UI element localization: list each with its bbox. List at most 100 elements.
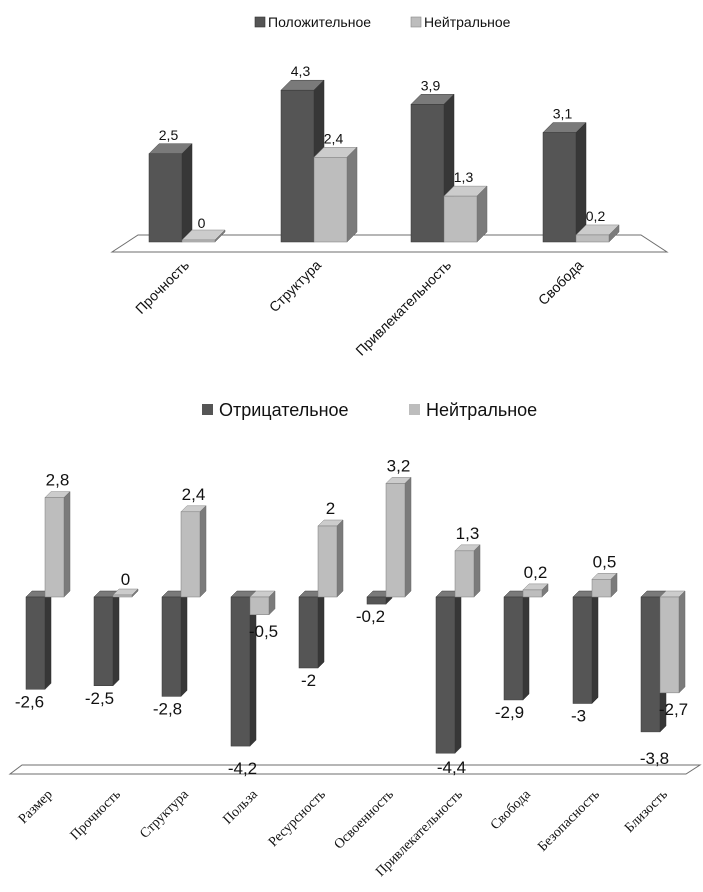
chart-2-data-label-0-7: -2,9 bbox=[495, 703, 524, 722]
chart-1-data-label-0-2: 3,9 bbox=[421, 77, 441, 93]
legend-label-neutral: Нейтральное bbox=[424, 14, 511, 30]
chart-1-bar-0-3-side bbox=[575, 121, 587, 243]
chart-2-bar-1-5-side bbox=[404, 476, 412, 598]
chart-1: Положительное Нейтральное 2,5 0 Прочность 4… bbox=[110, 14, 669, 359]
chart-1-marks: 2,5 0 Прочность 4,3 2,4 Структура 3,9 1,3 Привле… bbox=[132, 63, 620, 359]
chart-2-bar-0-2-side bbox=[180, 590, 188, 698]
chart-2-data-label-0-4: -2 bbox=[301, 671, 316, 690]
chart-2-bar-1-4-side bbox=[336, 519, 344, 598]
chart-2-data-label-0-9: -3,8 bbox=[640, 749, 669, 768]
chart-1-bar-1-2-side bbox=[476, 185, 488, 243]
legend-swatch-neutral bbox=[410, 16, 422, 28]
chart-2-bar-1-8 bbox=[591, 579, 612, 598]
chart-1-bar-1-1-side bbox=[346, 146, 358, 243]
chart-2-bar-1-0 bbox=[44, 497, 65, 598]
chart-2-data-label-0-0: -2,6 bbox=[15, 692, 44, 711]
legend-label-neutral-2: Нейтральное bbox=[426, 400, 537, 420]
chart-1-category-label-2: Привлекательность bbox=[352, 257, 454, 359]
legend-label-negative: Отрицательное bbox=[219, 400, 349, 420]
chart-2-category-label-5: Освоенность bbox=[332, 787, 397, 852]
legend-swatch-positive bbox=[254, 16, 266, 28]
chart-2-data-label-1-8: 0,5 bbox=[593, 552, 617, 571]
chart-2-legend: Отрицательное Нейтральное bbox=[202, 400, 537, 420]
chart-2-bar-0-4-side bbox=[317, 590, 325, 669]
chart-1-floor bbox=[110, 234, 669, 253]
chart-2-bar-0-9 bbox=[640, 596, 661, 733]
chart-2-data-label-1-3: -0,5 bbox=[249, 622, 278, 641]
chart-2-marks: -2,6 2,8 Размер -2,5 0 Прочность -2,8 2,4 Структ… bbox=[15, 456, 688, 879]
chart-2-bar-1-9 bbox=[659, 596, 680, 694]
chart-1-category-label-0: Прочность bbox=[132, 257, 192, 317]
chart-2-data-label-0-3: -4,2 bbox=[228, 759, 257, 778]
chart-1-bar-1-3 bbox=[575, 234, 610, 243]
chart-2-bar-1-3 bbox=[249, 596, 270, 615]
chart-2-data-label-1-7: 0,2 bbox=[524, 563, 548, 582]
chart-2-bar-1-0-side bbox=[63, 490, 71, 598]
chart-2-bar-1-4 bbox=[317, 525, 338, 598]
chart-2-category-label-3: Польза bbox=[220, 787, 261, 828]
chart-2-bar-0-6-side bbox=[454, 590, 462, 754]
chart-2-bar-0-2 bbox=[161, 596, 182, 697]
chart-2-data-label-0-5: -0,2 bbox=[356, 607, 385, 626]
chart-1-data-label-1-1: 2,4 bbox=[324, 130, 344, 146]
chart-2-data-label-0-8: -3 bbox=[571, 707, 586, 726]
chart-1-data-label-1-2: 1,3 bbox=[454, 169, 474, 185]
chart-2-data-label-1-6: 1,3 bbox=[456, 524, 480, 543]
chart-2-bar-1-9-side bbox=[678, 590, 686, 694]
chart-2-bar-0-3 bbox=[230, 596, 251, 747]
chart-2-data-label-1-5: 3,2 bbox=[387, 456, 411, 475]
chart-2-category-label-8: Безопасность bbox=[535, 787, 602, 854]
chart-2-bar-0-6 bbox=[435, 596, 456, 754]
chart-1-bar-0-0 bbox=[148, 153, 183, 243]
chart-2-data-label-1-9: -2,7 bbox=[659, 700, 688, 719]
chart-2-data-label-1-0: 2,8 bbox=[46, 471, 70, 490]
legend-swatch-neutral-2 bbox=[409, 404, 420, 415]
chart-2-bar-1-6 bbox=[454, 550, 475, 598]
chart-2-bar-1-6-side bbox=[473, 544, 481, 598]
chart-2-data-label-1-2: 2,4 bbox=[182, 485, 206, 504]
chart-1-bar-0-2 bbox=[410, 104, 445, 243]
chart-1-data-label-0-0: 2,5 bbox=[159, 127, 179, 143]
chart-1-data-label-0-1: 4,3 bbox=[291, 63, 311, 79]
chart-2-category-label-9: Близость bbox=[622, 787, 671, 836]
chart-2-category-label-4: Ресурсность bbox=[266, 787, 329, 850]
chart-2-bar-1-2-side bbox=[199, 505, 207, 598]
chart-2-bar-1-7 bbox=[522, 589, 543, 598]
chart-2: Отрицательное Нейтральное -2,6 2,8 Размер -… bbox=[8, 400, 702, 880]
chart-2-bar-0-1 bbox=[93, 596, 114, 686]
chart-2-data-label-1-1: 0 bbox=[121, 570, 130, 589]
chart-2-bar-1-1 bbox=[112, 594, 133, 598]
legend-label-positive: Положительное bbox=[268, 14, 371, 30]
chart-2-category-label-0: Размер bbox=[16, 787, 56, 827]
chart-1-legend: Положительное Нейтральное bbox=[254, 14, 511, 30]
chart-1-bar-0-1 bbox=[280, 89, 315, 243]
chart-1-data-label-1-3: 0,2 bbox=[586, 208, 606, 224]
chart-1-bar-1-2 bbox=[443, 195, 478, 243]
legend-swatch-negative bbox=[202, 404, 213, 415]
chart-2-bar-0-1-side bbox=[112, 590, 120, 687]
chart-2-bar-0-4 bbox=[298, 596, 319, 669]
chart-2-data-label-0-1: -2,5 bbox=[85, 689, 114, 708]
chart-2-bar-0-8-side bbox=[591, 590, 599, 705]
chart-2-bar-0-7-side bbox=[522, 590, 530, 701]
chart-2-category-label-2: Структура bbox=[137, 787, 192, 842]
chart-2-data-label-0-6: -4,4 bbox=[437, 758, 466, 777]
chart-2-bar-0-0-side bbox=[44, 590, 52, 690]
chart-1-data-label-1-0: 0 bbox=[198, 215, 206, 231]
chart-2-bar-0-7 bbox=[503, 596, 524, 701]
chart-1-bar-1-0 bbox=[181, 239, 216, 243]
chart-2-bar-0-8 bbox=[572, 596, 593, 704]
chart-2-floor bbox=[8, 764, 702, 775]
chart-2-bar-1-5 bbox=[385, 483, 406, 598]
chart-2-category-label-1: Прочность bbox=[68, 787, 124, 843]
chart-1-bar-0-3 bbox=[542, 132, 577, 243]
chart-1-category-label-1: Структура bbox=[266, 257, 324, 315]
chart-1-category-label-3: Свобода bbox=[535, 257, 587, 309]
chart-2-category-label-7: Свобода bbox=[488, 787, 534, 833]
chart-2-data-label-1-4: 2 bbox=[326, 499, 335, 518]
chart-2-bar-0-5 bbox=[366, 596, 387, 605]
chart-1-data-label-0-3: 3,1 bbox=[553, 106, 573, 122]
chart-2-bar-1-2 bbox=[180, 511, 201, 598]
chart-2-bar-0-0 bbox=[25, 596, 46, 690]
chart-1-bar-0-0-side bbox=[181, 143, 193, 243]
